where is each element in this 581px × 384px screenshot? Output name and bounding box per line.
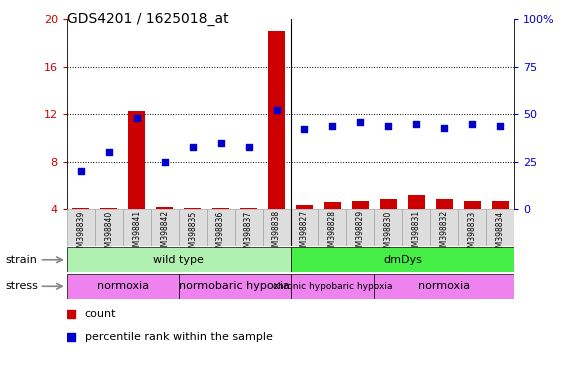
Point (496, 122, 505, 129)
Text: GSM398830: GSM398830 (384, 210, 393, 257)
Text: percentile rank within the sample: percentile rank within the sample (85, 332, 272, 342)
Text: GSM398842: GSM398842 (160, 210, 169, 257)
Bar (67, 209, 95, 246)
Bar (150, 209, 179, 246)
Point (383, 122, 393, 129)
Bar (290, 209, 318, 246)
Bar (268, 31, 285, 209)
Bar (95, 209, 123, 246)
Bar (263, 209, 290, 246)
Text: GSM398839: GSM398839 (76, 210, 85, 257)
Text: wild type: wild type (153, 255, 204, 265)
Bar (374, 274, 514, 299)
Text: stress: stress (6, 281, 39, 291)
Point (188, 144, 198, 150)
Point (328, 122, 337, 129)
Bar (408, 195, 425, 209)
Bar (240, 208, 257, 209)
Bar (179, 209, 207, 246)
Point (160, 159, 169, 165)
Text: normoxia: normoxia (96, 281, 149, 291)
Bar (73, 208, 89, 209)
Bar (128, 111, 145, 209)
Bar (374, 209, 403, 246)
Bar (464, 201, 480, 209)
Text: strain: strain (6, 255, 38, 265)
Bar (67, 274, 179, 299)
Bar (212, 208, 229, 209)
Bar (318, 209, 346, 246)
Bar (380, 199, 397, 209)
Bar (207, 209, 235, 246)
Text: normoxia: normoxia (418, 281, 471, 291)
Point (104, 149, 113, 156)
Point (244, 144, 253, 150)
Text: chronic hypobaric hypoxia: chronic hypobaric hypoxia (272, 282, 392, 291)
Point (440, 124, 449, 131)
Text: GSM398831: GSM398831 (412, 210, 421, 257)
Point (132, 115, 141, 121)
Bar (290, 247, 514, 272)
Text: GSM398828: GSM398828 (328, 210, 337, 257)
Bar (123, 209, 150, 246)
Text: GSM398834: GSM398834 (496, 210, 505, 257)
Text: GSM398837: GSM398837 (244, 210, 253, 257)
Bar (431, 209, 458, 246)
Text: normobaric hypoxia: normobaric hypoxia (179, 281, 290, 291)
Bar (101, 208, 117, 209)
Point (327, 218, 336, 224)
Point (356, 119, 365, 125)
Bar (184, 208, 201, 209)
Point (327, 8, 336, 15)
Text: GSM398841: GSM398841 (132, 210, 141, 257)
Bar (296, 205, 313, 209)
Point (468, 121, 477, 127)
Bar (403, 209, 431, 246)
Text: GSM398836: GSM398836 (216, 210, 225, 257)
Point (216, 140, 225, 146)
Point (272, 108, 281, 114)
Bar (458, 209, 486, 246)
Point (300, 126, 309, 132)
Text: GSM398833: GSM398833 (468, 210, 477, 257)
Bar (235, 209, 263, 246)
Bar (324, 202, 341, 209)
Text: GSM398832: GSM398832 (440, 210, 449, 257)
Bar (290, 274, 374, 299)
Text: count: count (85, 309, 116, 319)
Bar (436, 199, 453, 209)
Text: GSM398829: GSM398829 (356, 210, 365, 257)
Bar (492, 201, 508, 209)
Bar (486, 209, 514, 246)
Text: dmDys: dmDys (383, 255, 422, 265)
Text: GSM398835: GSM398835 (188, 210, 197, 257)
Bar (346, 209, 374, 246)
Text: GSM398827: GSM398827 (300, 210, 309, 257)
Bar (352, 201, 369, 209)
Text: GDS4201 / 1625018_at: GDS4201 / 1625018_at (67, 12, 228, 25)
Bar (67, 247, 290, 272)
Text: GSM398838: GSM398838 (272, 210, 281, 257)
Point (412, 121, 421, 127)
Bar (156, 207, 173, 209)
Point (76, 168, 85, 174)
Text: GSM398840: GSM398840 (104, 210, 113, 257)
Bar (179, 274, 290, 299)
